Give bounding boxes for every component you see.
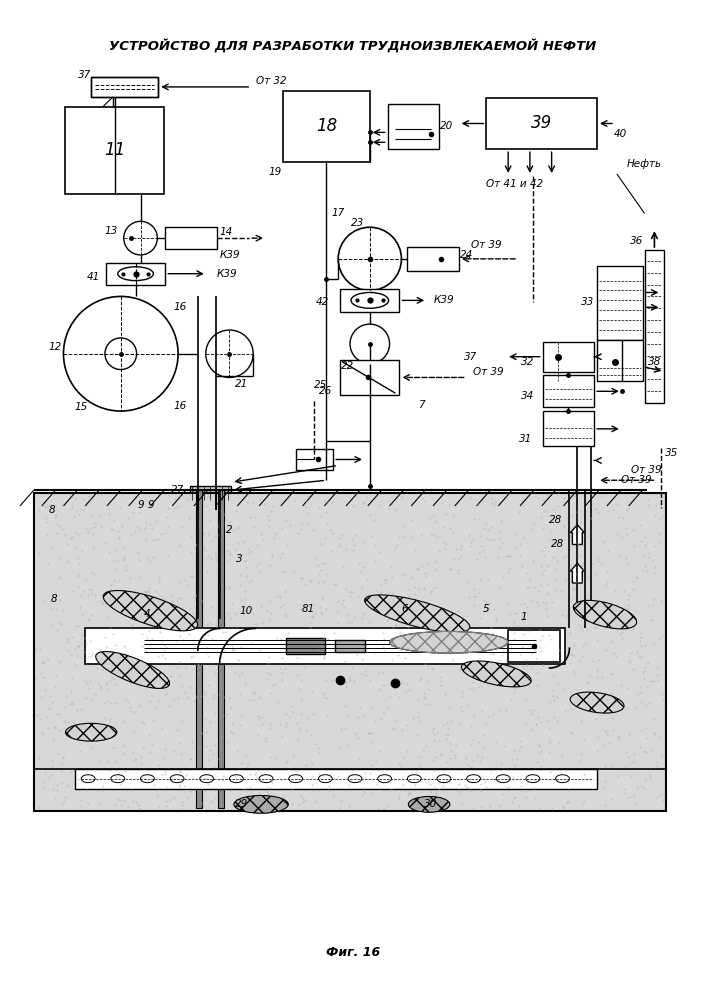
Bar	[286, 638, 325, 654]
Text: 27: 27	[170, 485, 184, 495]
Text: К39: К39	[220, 250, 240, 260]
Bar	[543, 411, 594, 446]
Text: 1: 1	[520, 612, 527, 622]
FancyArrow shape	[571, 525, 584, 544]
Bar	[86, 628, 566, 664]
Text: От 39: От 39	[472, 367, 503, 377]
Text: 32: 32	[521, 357, 534, 367]
Text: 81: 81	[302, 604, 315, 614]
Text: 20: 20	[440, 121, 453, 131]
Ellipse shape	[66, 723, 117, 741]
Bar	[106, 263, 165, 285]
Text: 17: 17	[332, 208, 345, 218]
Text: 15: 15	[75, 402, 88, 412]
Text: 3: 3	[236, 554, 243, 564]
Text: 37: 37	[464, 352, 477, 362]
Text: 42: 42	[316, 297, 329, 307]
Text: 13: 13	[104, 226, 117, 236]
Bar	[645, 250, 665, 403]
Bar	[407, 247, 459, 271]
Bar	[543, 375, 594, 407]
Bar	[597, 340, 643, 381]
Text: 24: 24	[460, 250, 473, 260]
Text: От 39: От 39	[621, 475, 651, 485]
Text: 9: 9	[147, 500, 153, 510]
Text: 34: 34	[521, 391, 534, 401]
Bar	[76, 769, 597, 789]
Bar	[218, 490, 223, 808]
Text: 36: 36	[630, 236, 643, 246]
Text: 26: 26	[319, 386, 332, 396]
Text: 14: 14	[220, 227, 233, 237]
Bar	[196, 490, 201, 808]
Text: 37: 37	[78, 70, 91, 80]
Text: УСТРОЙСТВО ДЛЯ РАЗРАБОТКИ ТРУДНОИЗВЛЕКАЕМОЙ НЕФТИ: УСТРОЙСТВО ДЛЯ РАЗРАБОТКИ ТРУДНОИЗВЛЕКАЕ…	[110, 38, 597, 52]
Text: 39: 39	[531, 114, 552, 132]
Text: К39: К39	[216, 269, 238, 279]
Bar	[283, 91, 370, 162]
Bar	[508, 630, 559, 662]
Text: 29: 29	[235, 799, 248, 809]
Bar	[340, 289, 399, 312]
Ellipse shape	[234, 795, 288, 813]
Text: 8: 8	[50, 594, 57, 604]
Bar	[165, 227, 216, 249]
Text: 6: 6	[401, 604, 408, 614]
Text: 23: 23	[351, 218, 365, 228]
Bar	[486, 98, 597, 149]
Text: 22: 22	[341, 361, 355, 371]
Text: 38: 38	[648, 357, 661, 367]
Text: 8: 8	[48, 505, 55, 515]
Text: 7: 7	[418, 400, 424, 410]
Text: 2: 2	[226, 525, 233, 535]
Ellipse shape	[103, 591, 198, 631]
Ellipse shape	[390, 631, 508, 653]
Text: 5: 5	[483, 604, 490, 614]
Bar	[66, 107, 164, 194]
Bar	[91, 77, 158, 97]
Ellipse shape	[573, 600, 636, 629]
Text: 31: 31	[520, 434, 532, 444]
Text: 16: 16	[173, 401, 187, 411]
Ellipse shape	[462, 661, 531, 687]
Ellipse shape	[409, 796, 450, 812]
Bar	[387, 104, 439, 149]
Text: Фиг. 16: Фиг. 16	[326, 946, 380, 959]
Ellipse shape	[570, 692, 624, 713]
Text: 28: 28	[551, 539, 564, 549]
FancyArrow shape	[571, 563, 584, 583]
Text: 21: 21	[235, 379, 248, 389]
Text: 25: 25	[314, 380, 327, 390]
Text: 40: 40	[614, 129, 627, 139]
Text: 16: 16	[173, 302, 187, 312]
Text: Нефть: Нефть	[626, 159, 662, 169]
Text: 10: 10	[240, 606, 253, 616]
Text: 18: 18	[316, 117, 337, 135]
Text: От 32: От 32	[256, 76, 287, 86]
Text: 11: 11	[104, 141, 125, 159]
Text: 9: 9	[137, 500, 144, 510]
Bar	[296, 449, 333, 470]
Bar	[34, 493, 666, 811]
Text: От 41 и 42: От 41 и 42	[486, 179, 544, 189]
Bar	[340, 360, 399, 395]
Text: 41: 41	[86, 272, 100, 282]
Text: К39: К39	[434, 295, 455, 305]
Text: 28: 28	[549, 515, 562, 525]
Text: 30: 30	[424, 799, 438, 809]
Ellipse shape	[95, 652, 170, 688]
Text: От 39: От 39	[631, 465, 661, 475]
Text: 35: 35	[665, 448, 678, 458]
Text: 12: 12	[49, 342, 62, 352]
Bar	[597, 266, 643, 340]
Ellipse shape	[365, 595, 470, 632]
Bar	[190, 486, 231, 500]
Bar	[543, 342, 594, 372]
Text: 4: 4	[144, 609, 151, 619]
Text: 19: 19	[269, 167, 281, 177]
Text: 33: 33	[580, 297, 594, 307]
Bar	[335, 640, 365, 652]
Text: От 39: От 39	[471, 240, 502, 250]
